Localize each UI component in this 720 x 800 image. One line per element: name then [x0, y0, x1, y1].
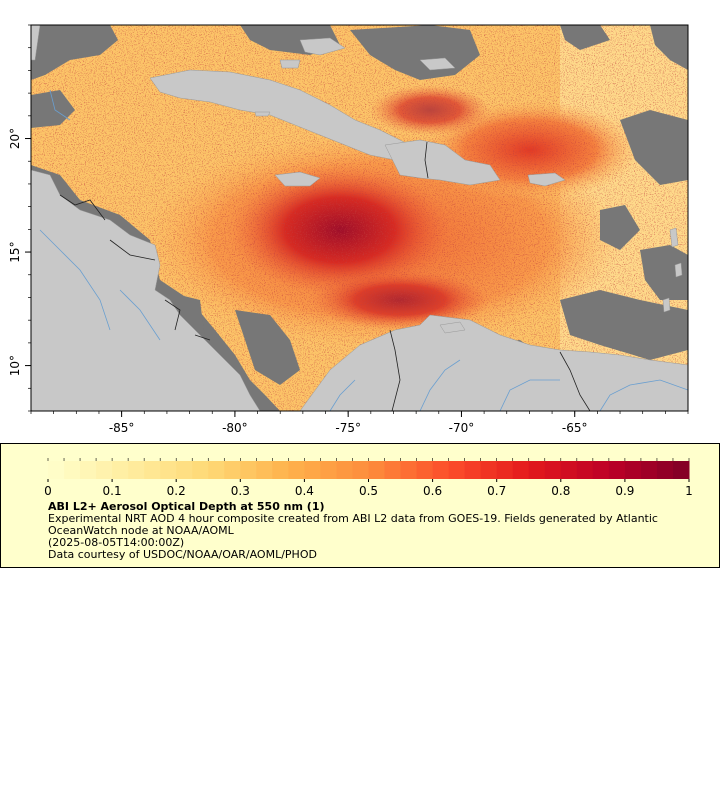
colorbar-tick-label: 0.3 — [231, 484, 250, 498]
colorbar-tick-label: 0.9 — [615, 484, 634, 498]
colorbar-swatch — [592, 461, 610, 479]
colorbar-swatch — [672, 461, 690, 479]
colorbar-swatch — [256, 461, 273, 479]
y-tick-label: 20° — [8, 128, 22, 149]
x-tick-label: -85° — [109, 421, 135, 435]
rivers — [39, 89, 688, 411]
x-tick-label: -80° — [222, 421, 248, 435]
colorbar-swatches — [48, 461, 690, 479]
colorbar-tick-label: 0.4 — [295, 484, 314, 498]
colorbar-tick-label: 0.8 — [551, 484, 570, 498]
colorbar: 0 0.1 0.2 0.3 0.4 0.5 0.6 0.7 0.8 0.9 1 — [44, 458, 693, 498]
colorbar-swatch — [48, 461, 65, 479]
land-south-america — [299, 314, 688, 411]
land-masses — [31, 25, 688, 411]
colorbar-swatch — [272, 461, 289, 479]
colorbar-swatch — [400, 461, 418, 479]
y-tick-label: 10° — [8, 355, 22, 376]
land-puerto-rico — [527, 172, 566, 187]
colorbar-swatch — [368, 461, 386, 479]
colorbar-swatch — [304, 461, 321, 479]
colorbar-swatch — [624, 461, 642, 479]
colorbar-swatch — [448, 461, 466, 479]
axis-ticks: -85° -80° -75° -70° -65° 20° 15° 10° — [8, 24, 689, 435]
colorbar-swatch — [240, 461, 257, 479]
legend-text: ABI L2+ Aerosol Optical Depth at 550 nm … — [48, 501, 688, 561]
aod-map: -85° -80° -75° -70° -65° 20° 15° 10° — [8, 24, 689, 435]
colorbar-swatch — [528, 461, 546, 479]
map-frame — [30, 24, 689, 412]
land-yucatan-tip — [31, 25, 41, 61]
colorbar-swatch — [464, 461, 482, 479]
colorbar-swatch — [480, 461, 498, 479]
colorbar-tick-label: 0.6 — [423, 484, 442, 498]
colorbar-swatch — [640, 461, 658, 479]
colorbar-tick-label: 0.1 — [103, 484, 122, 498]
colorbar-ticks: 0 0.1 0.2 0.3 0.4 0.5 0.6 0.7 0.8 0.9 1 — [44, 458, 693, 498]
colorbar-swatch — [336, 461, 353, 479]
legend-timestamp: (2025-08-05T14:00:00Z) — [48, 536, 185, 549]
colorbar-tick-label: 0.7 — [487, 484, 506, 498]
y-tick-label: 15° — [8, 241, 22, 262]
colorbar-swatch — [416, 461, 434, 479]
colorbar-swatch — [128, 461, 145, 479]
x-tick-label: -70° — [449, 421, 475, 435]
colorbar-swatch — [96, 461, 113, 479]
colorbar-swatch — [432, 461, 450, 479]
land-bahamas — [279, 37, 456, 71]
country-borders — [59, 141, 591, 411]
land-jamaica — [274, 171, 321, 187]
legend-credit: Data courtesy of USDOC/NOAA/OAR/AOML/PHO… — [48, 548, 317, 561]
colorbar-swatch — [512, 461, 530, 479]
colorbar-swatch — [576, 461, 594, 479]
colorbar-swatch — [320, 461, 337, 479]
colorbar-swatch — [160, 461, 177, 479]
colorbar-swatch — [192, 461, 209, 479]
colorbar-tick-label: 1 — [685, 484, 693, 498]
colorbar-swatch — [224, 461, 241, 479]
land-abc-islands — [439, 321, 466, 334]
colorbar-tick-label: 0.2 — [167, 484, 186, 498]
x-tick-label: -65° — [562, 421, 588, 435]
legend-panel: 0 0.1 0.2 0.3 0.4 0.5 0.6 0.7 0.8 0.9 1 ABI L2+ Ae… — [0, 443, 720, 568]
colorbar-swatch — [208, 461, 225, 479]
colorbar-swatch — [64, 461, 81, 479]
colorbar-swatch — [384, 461, 402, 479]
colorbar-swatch — [560, 461, 578, 479]
legend-title: ABI L2+ Aerosol Optical Depth at 550 nm … — [48, 500, 325, 513]
x-tick-label: -75° — [335, 421, 361, 435]
colorbar-swatch — [544, 461, 562, 479]
colorbar-swatch — [288, 461, 305, 479]
colorbar-swatch — [608, 461, 626, 479]
colorbar-swatch — [112, 461, 129, 479]
colorbar-swatch — [176, 461, 193, 479]
legend-description: Experimental NRT AOD 4 hour composite cr… — [48, 512, 658, 537]
colorbar-swatch — [656, 461, 674, 479]
land-cayman — [254, 111, 271, 117]
land-lesser-antilles — [662, 227, 683, 313]
colorbar-swatch — [80, 461, 97, 479]
colorbar-swatch — [496, 461, 514, 479]
land-hispaniola — [384, 139, 501, 186]
colorbar-tick-label: 0 — [44, 484, 52, 498]
colorbar-tick-label: 0.5 — [359, 484, 378, 498]
colorbar-swatch — [144, 461, 161, 479]
land-central-america — [31, 169, 261, 411]
colorbar-swatch — [352, 461, 369, 479]
